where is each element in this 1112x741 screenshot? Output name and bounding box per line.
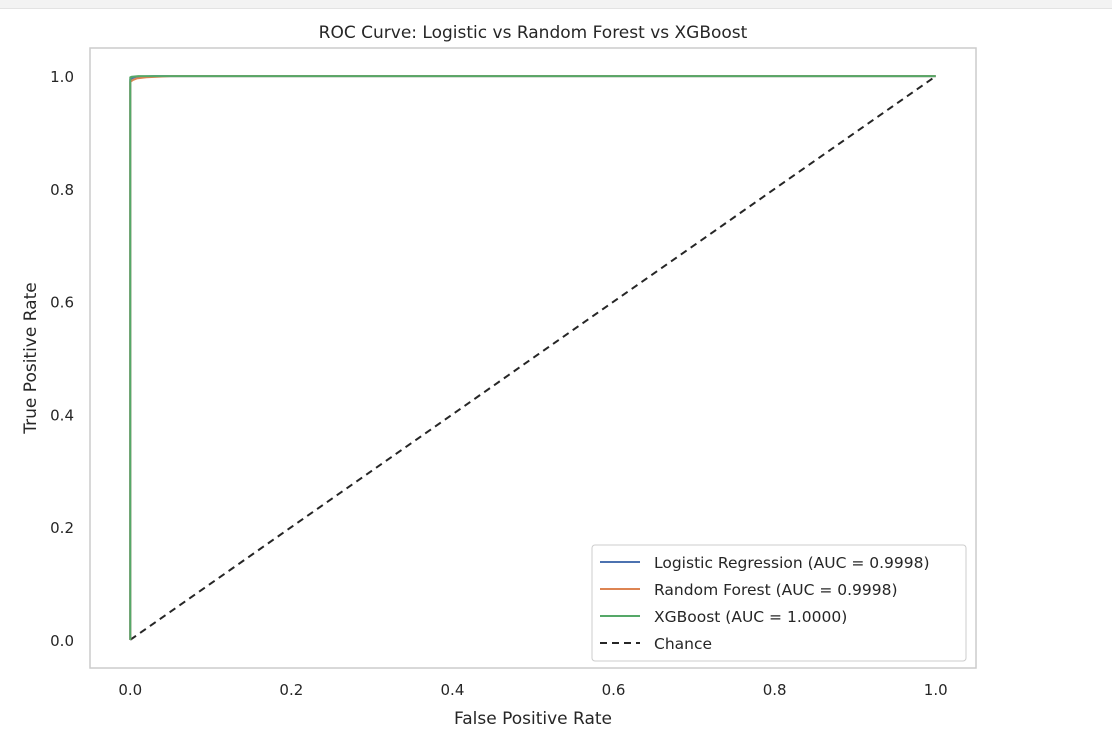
y-tick-label: 0.8 [50,181,74,199]
x-tick-label: 0.6 [602,681,626,699]
y-axis-label: True Positive Rate [21,282,41,434]
legend-box [591,544,967,662]
series-layer [129,75,937,641]
legend-label: Random Forest (AUC = 0.9998) [654,581,898,599]
y-tick-label: 1.0 [50,68,74,86]
legend-label: Logistic Regression (AUC = 0.9998) [654,554,930,572]
y-tick-label: 0.2 [50,519,74,537]
legend-entries: Logistic Regression (AUC = 0.9998) Random… [600,554,930,653]
x-tick-label: 0.2 [279,681,303,699]
series-line-model-2 [129,75,936,640]
legend: Logistic Regression (AUC = 0.9998) Random… [591,544,967,662]
legend-label: XGBoost (AUC = 1.0000) [654,608,847,626]
x-tick-label: 0.4 [441,681,465,699]
y-tick-label: 0.6 [50,294,74,312]
x-tick-label: 1.0 [924,681,948,699]
chart-title: ROC Curve: Logistic vs Random Forest vs … [319,23,748,43]
y-tick-label: 0.0 [50,632,74,650]
x-axis-ticks: 0.0 0.2 0.4 0.6 0.8 1.0 [118,681,947,699]
x-tick-label: 0.0 [118,681,142,699]
series-line-chance [129,75,937,641]
legend-label: Chance [654,635,712,653]
x-tick-label: 0.8 [763,681,787,699]
cell-top-border [0,0,1112,9]
x-axis-label: False Positive Rate [454,709,612,729]
y-tick-label: 0.4 [50,406,74,424]
y-axis-ticks: 0.0 0.2 0.4 0.6 0.8 1.0 [50,68,74,650]
